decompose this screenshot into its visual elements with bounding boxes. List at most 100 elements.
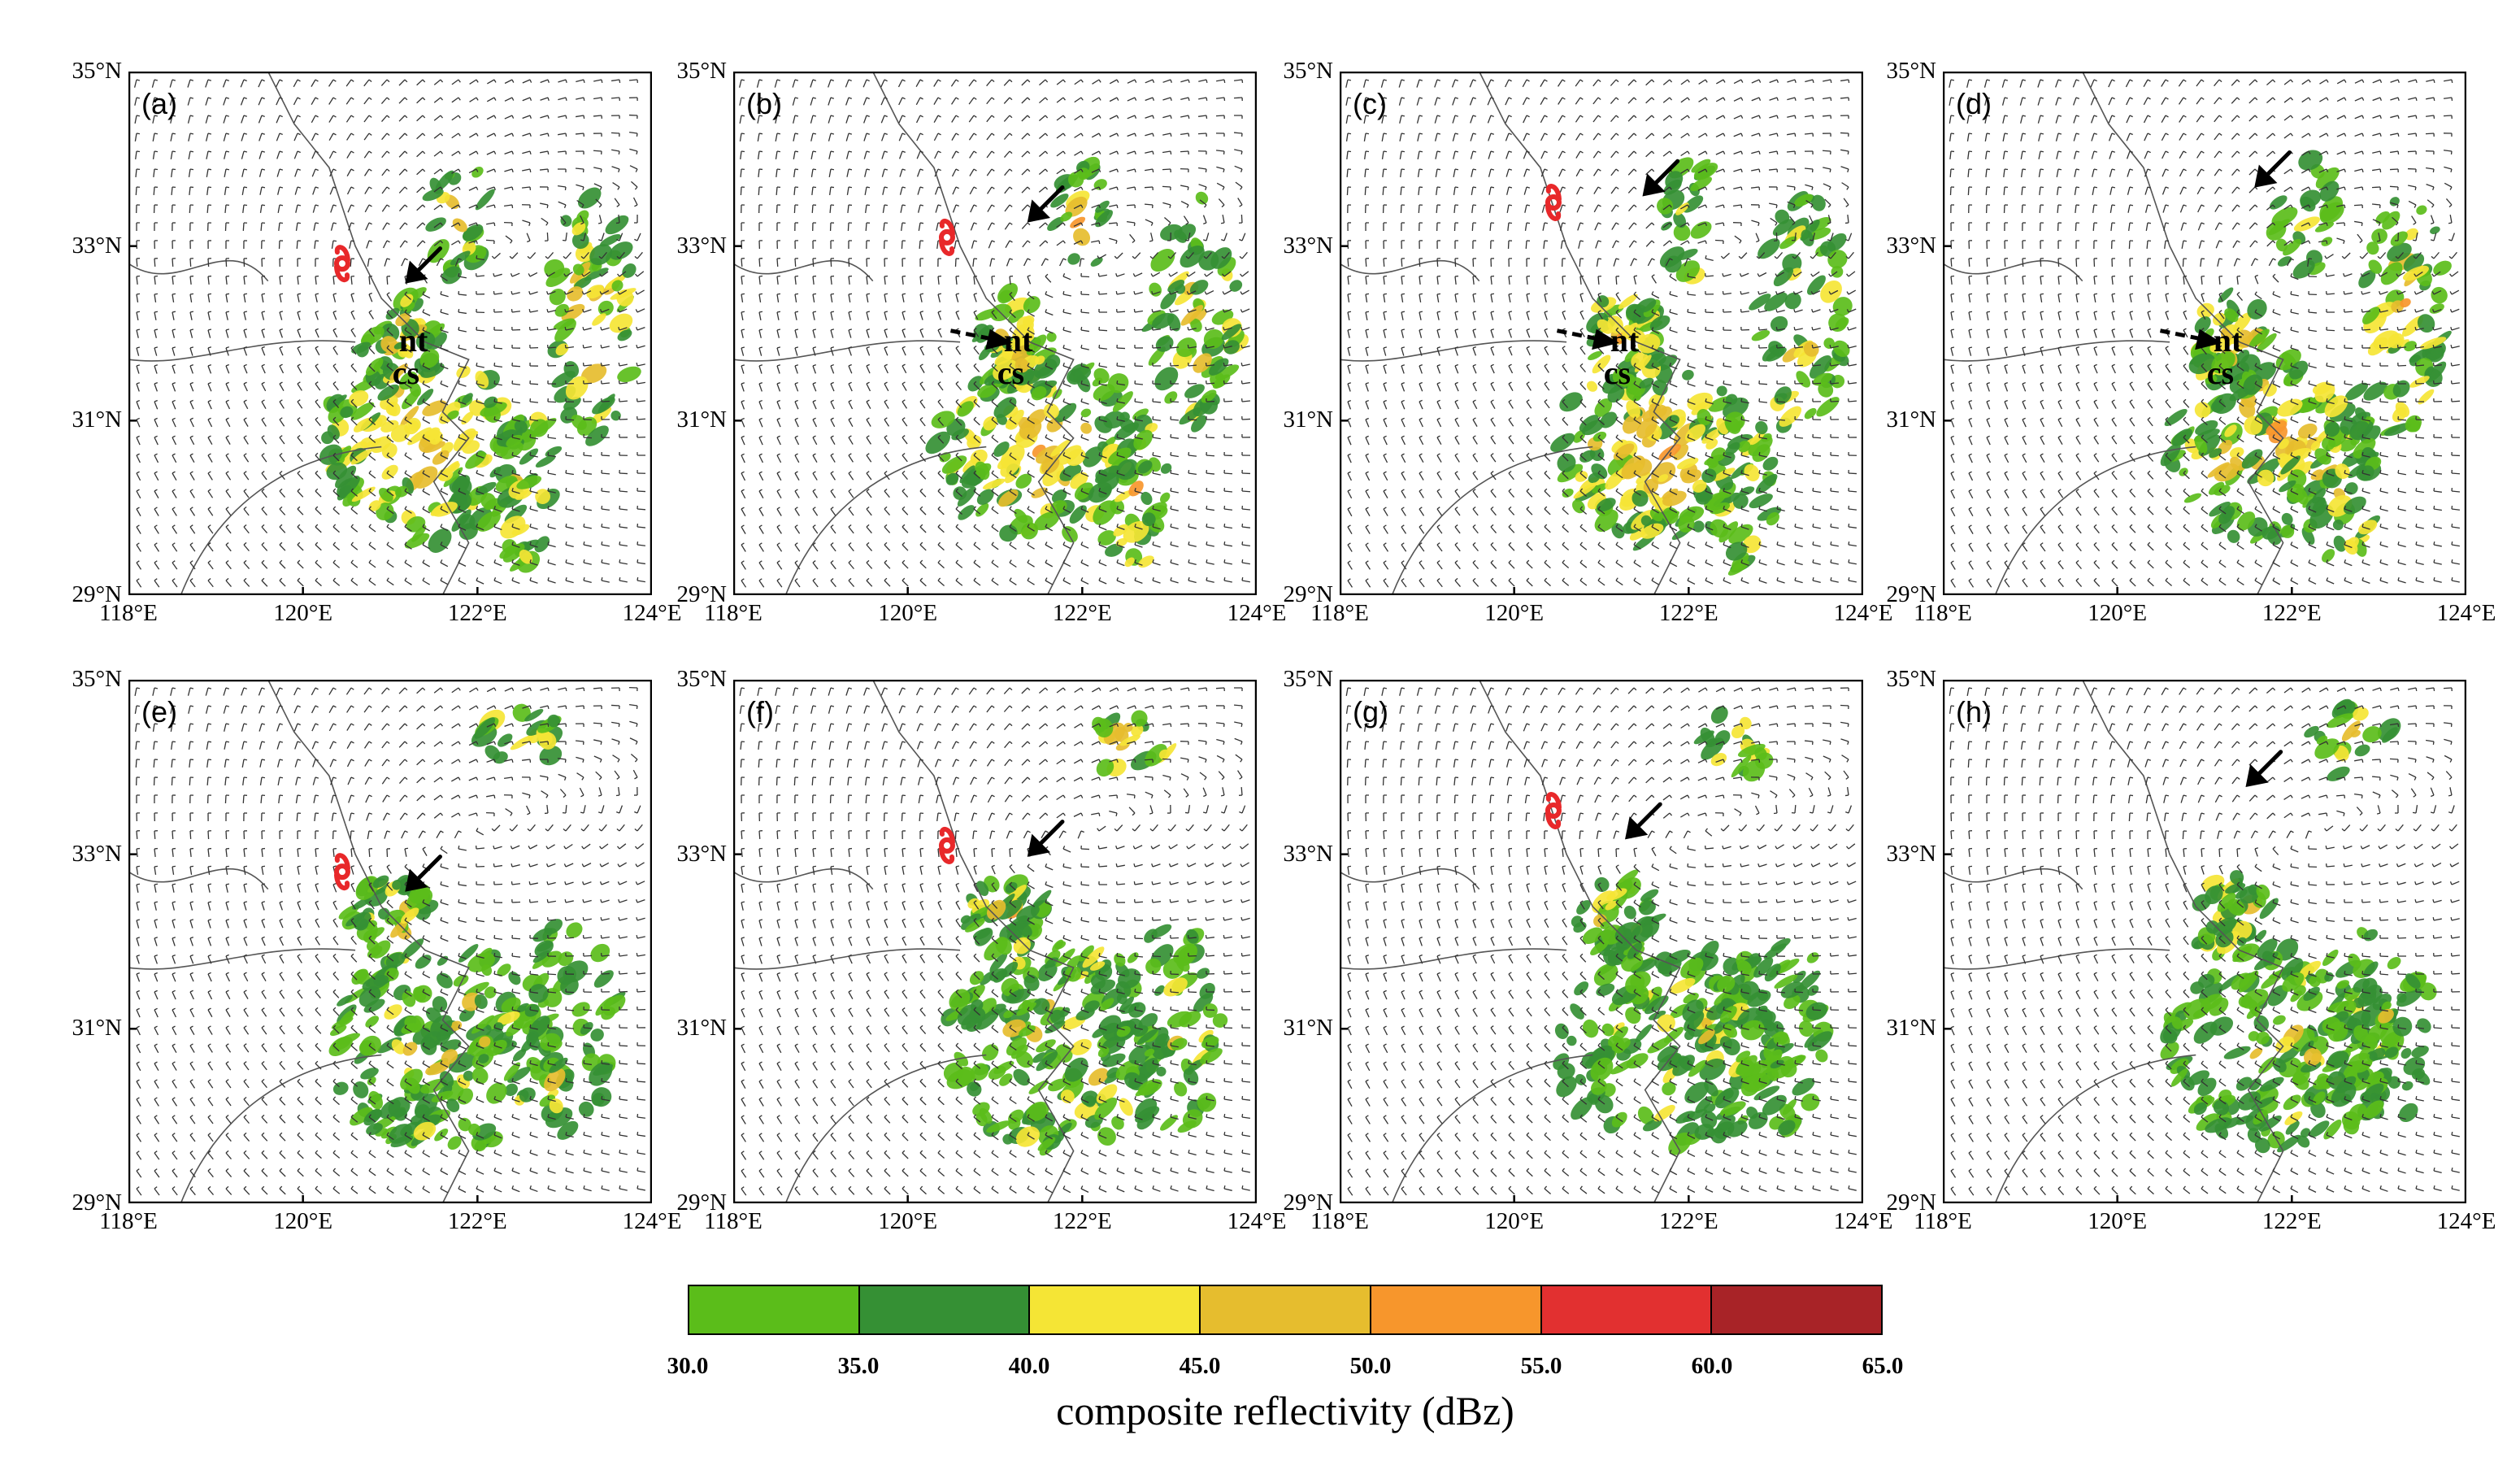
x-tick-label: 118°E [1914, 600, 1972, 626]
y-tick-label: 33°N [1886, 232, 1936, 259]
reflectivity-field [2160, 150, 2452, 563]
map-panel-f: (f) [733, 680, 1257, 1203]
y-tick-label: 31°N [72, 407, 122, 433]
coastline [128, 72, 470, 595]
x-tick-label: 124°E [2436, 600, 2496, 626]
reflectivity-field [941, 710, 1228, 1156]
x-tick-label: 124°E [2436, 1208, 2496, 1234]
y-tick-label: 31°N [1886, 1015, 1936, 1042]
x-tick-label: 118°E [99, 1208, 158, 1234]
y-tick-label: 31°N [1283, 1015, 1333, 1042]
y-tick-label: 29°N [1283, 581, 1333, 607]
colorbar-tick-label: 40.0 [1008, 1353, 1050, 1379]
colorbar [688, 1285, 1883, 1335]
arrow-annotation [1027, 820, 1065, 857]
colorbar-tick-label: 50.0 [1349, 1353, 1392, 1379]
y-tick-label: 35°N [1283, 666, 1333, 692]
x-tick-label: 118°E [704, 1208, 763, 1234]
wind-field [739, 687, 1251, 1196]
map-plot [1340, 680, 1863, 1203]
arrow-annotation [1642, 159, 1680, 197]
colorbar-tick-label: 45.0 [1179, 1353, 1221, 1379]
map-plot [733, 680, 1257, 1203]
y-tick-label: 33°N [1886, 840, 1936, 867]
coastline [1943, 680, 2284, 1203]
dashed-arrow [2159, 328, 2222, 350]
map-panel-b: (b) nt cs [733, 72, 1257, 595]
typhoon-icon [938, 827, 955, 864]
y-tick-label: 31°N [676, 1015, 727, 1042]
arrow-annotation [1625, 802, 1662, 840]
x-tick-label: 122°E [2261, 600, 2322, 626]
y-tick-label: 35°N [72, 58, 122, 84]
x-tick-label: 118°E [1310, 1208, 1369, 1234]
x-tick-label: 122°E [1052, 1208, 1112, 1234]
panel-label: (c) [1353, 87, 1387, 120]
colorbar-tick-label: 30.0 [667, 1353, 709, 1379]
annotation-nt: nt [1610, 322, 1640, 359]
y-tick-label: 29°N [1283, 1190, 1333, 1216]
wind-field [1949, 687, 2461, 1196]
annotation-nt: nt [398, 322, 428, 359]
x-tick-label: 120°E [878, 1208, 938, 1234]
arrow-annotation [405, 246, 442, 284]
x-tick-label: 122°E [1658, 600, 1718, 626]
x-tick-label: 122°E [1658, 1208, 1718, 1234]
x-tick-label: 122°E [447, 1208, 507, 1234]
y-tick-label: 35°N [1283, 58, 1333, 84]
colorbar-segment [1030, 1286, 1201, 1333]
map-frame [1340, 72, 1863, 595]
panel-label: (g) [1353, 695, 1388, 728]
x-tick-label: 120°E [878, 600, 938, 626]
axis-ticks [733, 72, 1257, 595]
colorbar-segment [689, 1286, 860, 1333]
colorbar-segment [1201, 1286, 1371, 1333]
coastline [1943, 72, 2284, 595]
map-frame [128, 680, 652, 1203]
y-tick-label: 31°N [1283, 407, 1333, 433]
colorbar-title: composite reflectivity (dBz) [1056, 1388, 1514, 1433]
y-tick-label: 31°N [1886, 407, 1936, 433]
panel-label: (d) [1956, 87, 1992, 120]
panel-label: (a) [141, 87, 177, 120]
map-panel-c: (c) nt cs [1340, 72, 1863, 595]
colorbar-segment [1541, 1286, 1713, 1333]
colorbar-segment [1712, 1286, 1882, 1333]
annotation-nt: nt [2213, 322, 2243, 359]
annotation-cs: cs [1603, 354, 1631, 392]
x-tick-label: 124°E [1833, 1208, 1893, 1234]
wind-field [134, 686, 646, 1196]
x-tick-label: 124°E [1227, 1208, 1287, 1234]
colorbar-segment [859, 1286, 1031, 1333]
reflectivity-field [2160, 698, 2437, 1154]
map-frame [733, 72, 1257, 595]
axis-ticks [1340, 72, 1863, 595]
map-panel-g: (g) [1340, 680, 1863, 1203]
axis-ticks [733, 680, 1257, 1203]
typhoon-icon [1545, 184, 1562, 221]
y-tick-label: 31°N [72, 1015, 122, 1042]
map-plot [1943, 72, 2466, 595]
arrow-annotation [2245, 750, 2283, 787]
x-tick-label: 120°E [273, 600, 333, 626]
x-tick-label: 120°E [1484, 1208, 1545, 1234]
x-tick-label: 118°E [1310, 600, 1369, 626]
x-tick-label: 118°E [99, 600, 158, 626]
wind-field [1345, 687, 1857, 1196]
x-tick-label: 124°E [1227, 600, 1287, 626]
map-frame [733, 680, 1257, 1203]
map-panel-h: (h) [1943, 680, 2466, 1203]
axis-ticks [1943, 680, 2466, 1203]
annotation-cs: cs [392, 354, 420, 392]
map-panel-a: (a) nt cs [128, 72, 652, 595]
arrow-annotation [2254, 150, 2292, 188]
map-panel-d: (d) nt cs [1943, 72, 2466, 595]
wind-field [1345, 79, 1857, 588]
wind-field [133, 79, 646, 588]
map-frame [128, 72, 652, 595]
panel-label: (f) [746, 695, 774, 728]
y-tick-label: 33°N [72, 840, 122, 867]
y-tick-label: 33°N [72, 232, 122, 259]
dashed-arrow [1556, 328, 1619, 350]
axis-ticks [128, 680, 652, 1203]
